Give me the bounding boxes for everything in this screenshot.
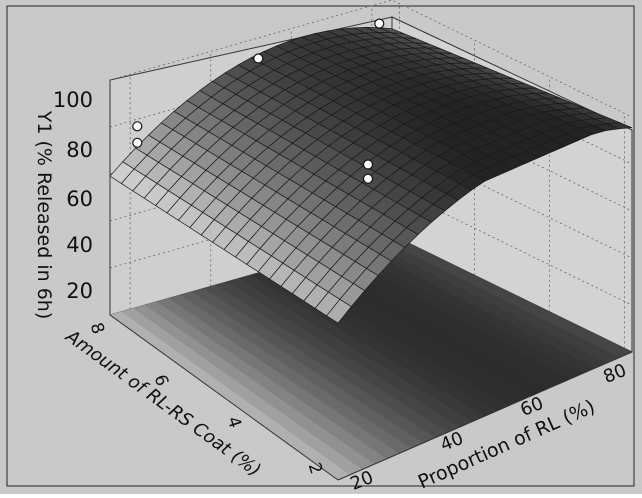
z-gridline-2	[109, 93, 633, 212]
contour-floor	[109, 234, 633, 481]
x-axis-line	[337, 351, 633, 481]
design-points	[132, 18, 385, 184]
design-point-5	[362, 173, 374, 184]
z-tick-label-40: 40	[66, 233, 93, 257]
z-gridline-1	[109, 140, 633, 259]
z-gridline-4	[109, 0, 633, 118]
z-tick-label-60: 60	[66, 187, 93, 211]
design-point-2	[253, 53, 264, 64]
y-axis-line	[109, 314, 339, 481]
z-axis-title: Y1 (% Released in 6h)	[33, 110, 55, 319]
z-tick-labels: 20 40 60 80 100	[53, 88, 93, 303]
z-tick-label-100: 100	[53, 88, 93, 112]
surface-cell-21-0	[606, 122, 633, 130]
design-point-0	[132, 121, 143, 132]
design-point-1	[132, 137, 143, 148]
z-tick-label-20: 20	[66, 279, 93, 303]
design-point-3	[374, 18, 385, 29]
z-gridline-0	[109, 187, 633, 306]
chart-border	[6, 5, 635, 487]
design-point-4	[362, 159, 374, 170]
response-surface	[109, 27, 633, 324]
z-tick-label-80: 80	[66, 138, 93, 162]
